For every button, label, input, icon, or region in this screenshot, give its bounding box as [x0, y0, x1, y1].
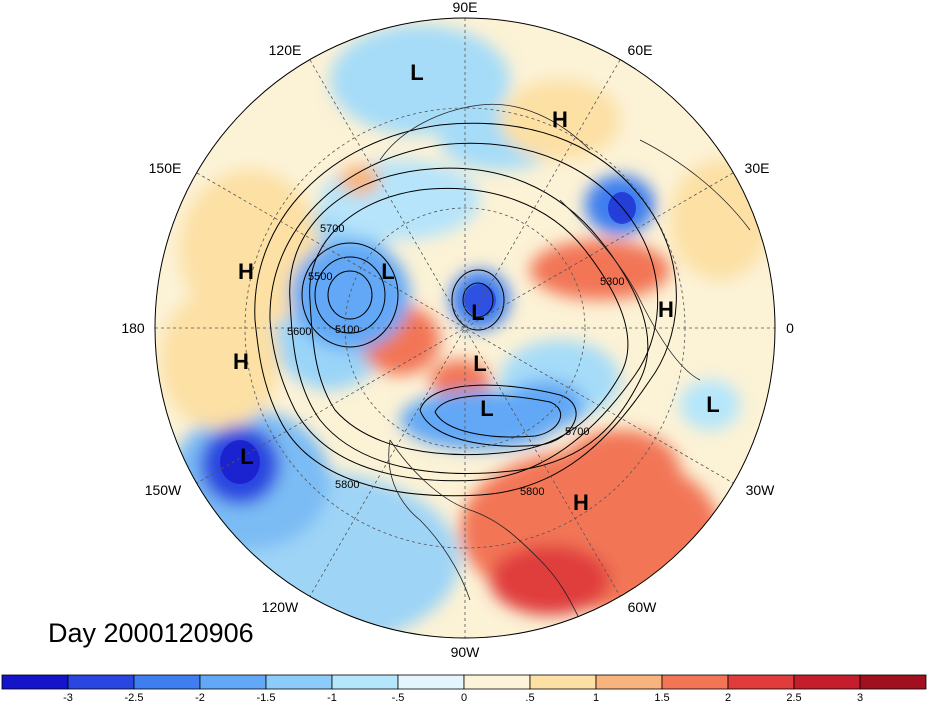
colorbar-swatch: [463, 674, 531, 690]
low-center: L: [471, 300, 484, 325]
lon-label-120w: 120W: [262, 599, 299, 615]
colorbar-label: 1: [593, 692, 599, 702]
lon-label-60w: 60W: [628, 599, 658, 615]
lon-label-30w: 30W: [746, 482, 776, 498]
colorbar: -3 -2.5 -2 -1.5 -1 -.5 0 .5 1 1.5 2 2.5 3: [1, 674, 927, 702]
colorbar-swatch: [661, 674, 729, 690]
colorbar-label: -1: [327, 692, 337, 702]
coastlines: [379, 103, 751, 621]
colorbar-label: -2.5: [125, 692, 144, 702]
colorbar-label: 2.5: [786, 692, 801, 702]
colorbar-swatch: [133, 674, 201, 690]
contour-labels: 5700 5500 5600 5100 5300 5700 5800 5800: [287, 223, 624, 498]
contour-label: 5100: [335, 324, 359, 336]
high-center: H: [573, 490, 589, 515]
low-center: L: [480, 396, 493, 421]
colorbar-label: -2: [195, 692, 205, 702]
lon-label-150w: 150W: [145, 482, 182, 498]
height-contours: [254, 122, 677, 497]
high-center: H: [658, 297, 674, 322]
colorbar-swatch: [727, 674, 795, 690]
contour-label: 5700: [565, 426, 589, 438]
low-center: L: [410, 60, 423, 85]
colorbar-swatch: [859, 674, 927, 690]
colorbar-label: -.5: [392, 692, 405, 702]
colorbar-swatch: [199, 674, 267, 690]
graticule: [155, 18, 775, 638]
lon-label-150e: 150E: [149, 160, 182, 176]
colorbar-label: -1.5: [257, 692, 276, 702]
lon-label-60e: 60E: [628, 42, 653, 58]
colorbar-label: 3: [857, 692, 863, 702]
high-center: H: [552, 107, 568, 132]
colorbar-label: 0: [461, 692, 467, 702]
colorbar-swatch: [595, 674, 663, 690]
high-center: H: [233, 349, 249, 374]
colorbar-swatch: [265, 674, 333, 690]
colorbar-label: 1.5: [654, 692, 669, 702]
low-center: L: [473, 351, 486, 376]
contour-label: 5700: [320, 223, 344, 235]
contour-label: 5800: [335, 479, 359, 491]
high-center: H: [238, 259, 254, 284]
lon-label-30e: 30E: [745, 160, 770, 176]
low-center: L: [706, 392, 719, 417]
lon-label-180: 180: [121, 320, 145, 336]
colorbar-swatch: [331, 674, 399, 690]
contour-label: 5800: [520, 486, 544, 498]
colorbar-swatch: [793, 674, 861, 690]
date-title: Day 2000120906: [48, 618, 254, 648]
contour-label: 5500: [308, 271, 332, 283]
lon-label-90w: 90W: [451, 644, 481, 660]
colorbar-label: .5: [525, 692, 534, 702]
colorbar-swatch: [67, 674, 135, 690]
anomaly-field: [155, 18, 775, 638]
colorbar-label: -3: [63, 692, 73, 702]
lon-label-90e: 90E: [453, 0, 478, 15]
colorbar-swatch: [397, 674, 465, 690]
lon-label-0: 0: [786, 320, 794, 336]
low-center: L: [240, 444, 253, 469]
colorbar-swatch: [1, 674, 69, 690]
lon-label-120e: 120E: [269, 42, 302, 58]
colorbar-swatch: [529, 674, 597, 690]
colorbar-label: 2: [725, 692, 731, 702]
contour-label: 5300: [600, 276, 624, 288]
map-boundary: [154, 17, 776, 639]
contour-label: 5600: [287, 326, 311, 338]
pressure-centers: L H L H L H L H L L L H: [233, 60, 720, 515]
longitude-labels: 90E 120E 60E 150E 30E 180 0 150W 30W 120…: [121, 0, 794, 660]
low-center: L: [381, 259, 394, 284]
